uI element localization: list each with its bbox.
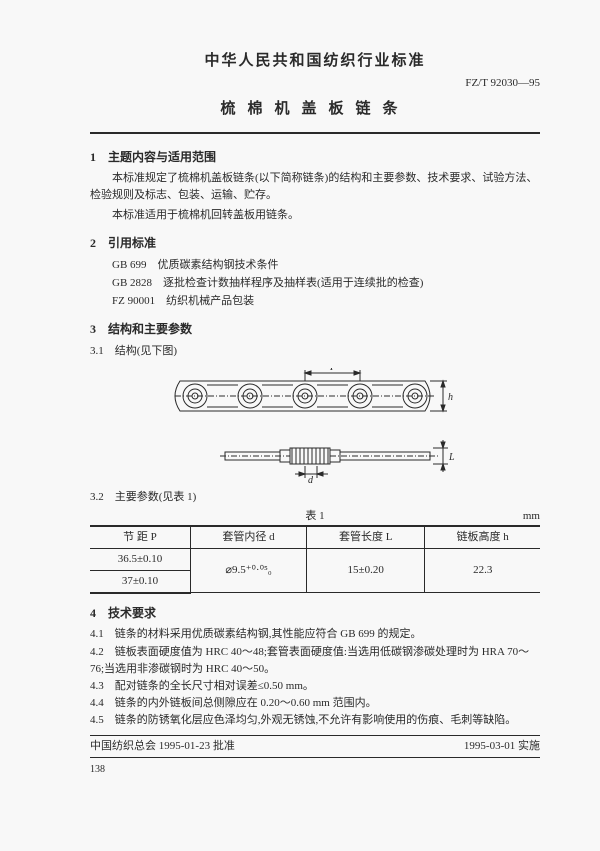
clause-4-4: 4.4 链条的内外链板间总侧隙应在 0.20～0.60 mm 范围内。: [90, 695, 540, 712]
table-1-title-row: 表 1 mm: [90, 508, 540, 525]
col-height: 链板高度 h: [425, 526, 540, 549]
subsection-3-2: 3.2 主要参数(见表 1): [90, 489, 540, 506]
citation-1: GB 699 优质碳素结构钢技术条件: [112, 257, 540, 274]
cell: 36.5±0.10: [90, 548, 190, 570]
clause-4-1: 4.1 链条的材料采用优质碳素结构钢,其性能应符合 GB 699 的规定。: [90, 626, 540, 643]
page-number: 138: [90, 762, 540, 778]
section-1-para-2: 本标准适用于梳棉机回转盖板用链条。: [90, 207, 540, 224]
table-1-caption: 表 1: [305, 508, 324, 525]
header-rule: [90, 132, 540, 134]
section-1-para-1: 本标准规定了梳棉机盖板链条(以下简称链条)的结构和主要参数、技术要求、试验方法、…: [90, 170, 540, 204]
citation-3: FZ 90001 纺织机械产品包装: [112, 293, 540, 310]
svg-text:L: L: [448, 452, 455, 463]
standard-title: 梳棉机盖板链条: [90, 98, 540, 121]
col-length: 套管长度 L: [307, 526, 425, 549]
section-3-heading: 3 结构和主要参数: [90, 320, 540, 339]
col-pitch: 节 距 P: [90, 526, 190, 549]
cell: ⌀9.5⁺⁰·⁰⁵₀: [190, 548, 306, 593]
chain-structure-diagram: P h: [150, 368, 480, 483]
section-2-heading: 2 引用标准: [90, 234, 540, 253]
table-row: 36.5±0.10 ⌀9.5⁺⁰·⁰⁵₀ 15±0.20 22.3: [90, 548, 540, 570]
cell: 15±0.20: [307, 548, 425, 593]
clause-4-2: 4.2 链板表面硬度值为 HRC 40～48;套管表面硬度值:当选用低碳钢渗碳处…: [90, 644, 540, 678]
svg-text:d: d: [308, 475, 314, 483]
org-title: 中华人民共和国纺织行业标准: [90, 50, 540, 73]
subsection-3-1: 3.1 结构(见下图): [90, 343, 540, 360]
clause-4-3: 4.3 配对链条的全长尺寸相对误差≤0.50 mm。: [90, 678, 540, 695]
cell: 37±0.10: [90, 570, 190, 593]
table-header-row: 节 距 P 套管内径 d 套管长度 L 链板高度 h: [90, 526, 540, 549]
col-diameter: 套管内径 d: [190, 526, 306, 549]
standard-code: FZ/T 92030—95: [90, 75, 540, 92]
clause-4-5: 4.5 链条的防锈氧化层应色泽均匀,外观无锈蚀,不允许有影响使用的伤痕、毛刺等缺…: [90, 712, 540, 729]
citation-2: GB 2828 逐批检查计数抽样程序及抽样表(适用于连续批的检查): [112, 275, 540, 292]
approval-footer: 中国纺织总会 1995-01-23 批准 1995-03-01 实施: [90, 735, 540, 758]
section-4-heading: 4 技术要求: [90, 604, 540, 623]
section-1-heading: 1 主题内容与适用范围: [90, 148, 540, 167]
cell: 22.3: [425, 548, 540, 593]
svg-text:P: P: [329, 368, 336, 373]
approval-right: 1995-03-01 实施: [464, 738, 540, 755]
approval-left: 中国纺织总会 1995-01-23 批准: [90, 738, 235, 755]
svg-text:h: h: [448, 392, 453, 403]
table-1-unit: mm: [523, 508, 540, 525]
document-page: 中华人民共和国纺织行业标准 FZ/T 92030—95 梳棉机盖板链条 1 主题…: [0, 0, 600, 851]
parameters-table: 节 距 P 套管内径 d 套管长度 L 链板高度 h 36.5±0.10 ⌀9.…: [90, 525, 540, 594]
